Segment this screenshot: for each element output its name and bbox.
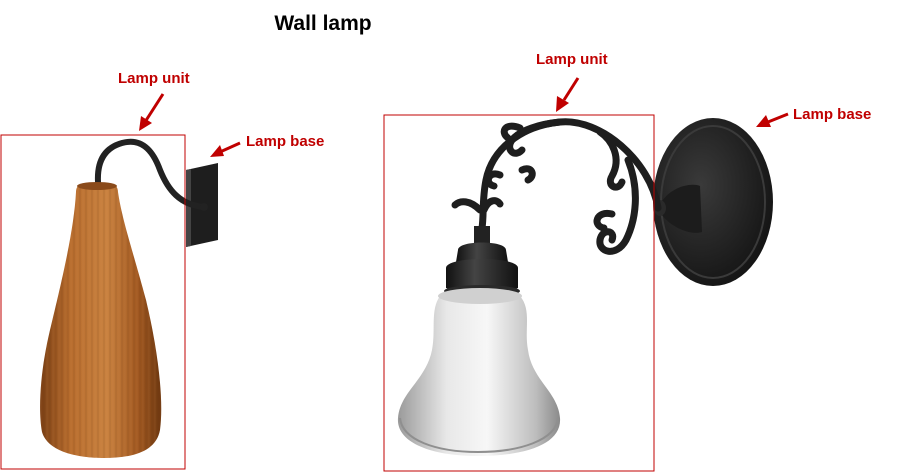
left-lamp-unit-arrow bbox=[139, 93, 165, 131]
left-lamp-base-label: Lamp base bbox=[246, 133, 325, 150]
right-lamp-unit-label: Lamp unit bbox=[536, 51, 608, 68]
right-lamp-unit-box bbox=[383, 114, 655, 472]
right-lamp-unit-arrow bbox=[556, 77, 580, 112]
right-lamp-shade bbox=[397, 288, 561, 456]
right-lamp-arm bbox=[451, 118, 662, 255]
page-title: Wall lamp bbox=[274, 12, 372, 35]
left-lamp-arm bbox=[94, 138, 207, 210]
left-lamp-shade bbox=[40, 182, 162, 458]
right-lamp bbox=[383, 77, 789, 472]
left-lamp-unit-label: Lamp unit bbox=[118, 70, 190, 87]
right-lamp-base-label: Lamp base bbox=[793, 106, 872, 123]
left-lamp-base-arrow bbox=[210, 141, 241, 157]
left-lamp bbox=[0, 93, 241, 470]
left-lamp-unit-box bbox=[0, 134, 186, 470]
right-lamp-holder bbox=[444, 226, 520, 297]
right-lamp-base bbox=[653, 118, 773, 286]
right-lamp-base-arrow bbox=[756, 112, 789, 127]
